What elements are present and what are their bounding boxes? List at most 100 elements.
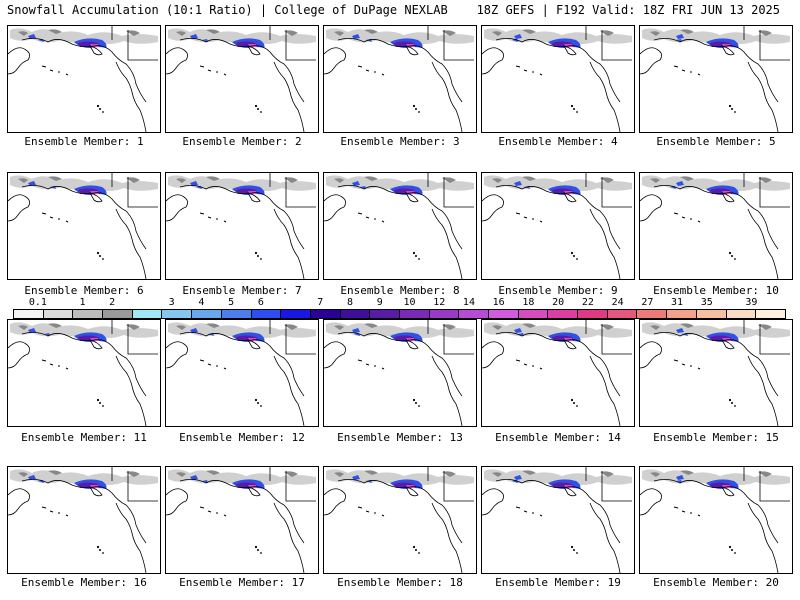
colorbar-tick-label: 27 (641, 297, 654, 308)
coastline (482, 320, 632, 426)
colorbar-tick-label: 16 (492, 297, 505, 308)
colorbar-tick-label: 7 (317, 297, 324, 308)
colorbar-swatch (281, 310, 311, 318)
panel-label: Ensemble Member: 19 (495, 576, 621, 589)
snow-field (642, 469, 790, 489)
colorbar-tick-label: 20 (552, 297, 565, 308)
coastline (166, 173, 316, 279)
colorbar-tick-label: 39 (745, 297, 758, 308)
coastline (324, 467, 474, 573)
colorbar-tick-label: 6 (257, 297, 264, 308)
panel-label: Ensemble Member: 15 (653, 431, 779, 444)
map-panel (481, 172, 635, 280)
chart-title-right: 18Z GEFS | F192 Valid: 18Z FRI JUN 13 20… (476, 3, 780, 17)
colorbar-swatch (370, 310, 400, 318)
colorbar-swatch (103, 310, 133, 318)
panel-label: Ensemble Member: 6 (24, 284, 144, 297)
map-panel (481, 319, 635, 427)
coastline (640, 173, 790, 279)
panel-label: Ensemble Member: 20 (653, 576, 779, 589)
colorbar-tick-label: 2 (109, 297, 116, 308)
panel-label: Ensemble Member: 1 (24, 135, 144, 148)
colorbar-swatch (43, 310, 74, 318)
colorbar-tick-label: 5 (228, 297, 235, 308)
map-panel (7, 466, 161, 574)
snow-field (326, 469, 474, 489)
coastline (324, 26, 474, 132)
colorbar-swatch (251, 310, 282, 318)
colorbar-swatch (429, 310, 460, 318)
colorbar-tick-label: 22 (581, 297, 594, 308)
colorbar-tick-label: 0.1 (28, 297, 47, 308)
map-panel (481, 466, 635, 574)
colorbar-tick-label: 35 (700, 297, 713, 308)
colorbar-swatch (221, 310, 252, 318)
coastline (166, 467, 316, 573)
panel-label: Ensemble Member: 14 (495, 431, 621, 444)
colorbar-tick-label: 1 (79, 297, 86, 308)
panel-label: Ensemble Member: 18 (337, 576, 463, 589)
map-panel (165, 466, 319, 574)
map-panel (165, 172, 319, 280)
map-panel (7, 172, 161, 280)
map-panel (165, 25, 319, 133)
colorbar-tick-label: 12 (433, 297, 446, 308)
colorbar-tick-label: 8 (347, 297, 354, 308)
colorbar-tick-label: 14 (462, 297, 475, 308)
coastline (324, 320, 474, 426)
panel-label: Ensemble Member: 8 (340, 284, 460, 297)
snow-field (168, 322, 316, 342)
colorbar-tick-label: 31 (671, 297, 684, 308)
colorbar-swatch (548, 310, 579, 318)
coastline (8, 320, 158, 426)
colorbar-swatch (578, 310, 608, 318)
panel-label: Ensemble Member: 7 (182, 284, 302, 297)
colorbar-tick-label: 4 (198, 297, 205, 308)
colorbar (13, 309, 786, 319)
colorbar-swatch (756, 310, 785, 318)
map-panel (323, 466, 477, 574)
coastline (640, 320, 790, 426)
panel-label: Ensemble Member: 12 (179, 431, 305, 444)
colorbar-tick-label: 24 (611, 297, 624, 308)
colorbar-swatch (726, 310, 757, 318)
colorbar-swatch (459, 310, 489, 318)
coastline (8, 467, 158, 573)
colorbar-swatch (607, 310, 638, 318)
coastline (166, 26, 316, 132)
coastline (324, 173, 474, 279)
colorbar-swatch (489, 310, 519, 318)
chart-title-left: Snowfall Accumulation (10:1 Ratio) | Col… (7, 3, 448, 17)
coastline (640, 26, 790, 132)
colorbar-swatch (162, 310, 193, 318)
colorbar-tick-label: 3 (168, 297, 175, 308)
colorbar-swatch (399, 310, 430, 318)
panel-label: Ensemble Member: 17 (179, 576, 305, 589)
coastline (482, 467, 632, 573)
colorbar-swatch (667, 310, 697, 318)
panel-label: Ensemble Member: 13 (337, 431, 463, 444)
colorbar-swatch (14, 310, 44, 318)
map-panel (7, 25, 161, 133)
colorbar-swatch (73, 310, 104, 318)
panel-label: Ensemble Member: 4 (498, 135, 618, 148)
coastline (166, 320, 316, 426)
coastline (8, 26, 158, 132)
map-panel (323, 25, 477, 133)
panel-label: Ensemble Member: 5 (656, 135, 776, 148)
colorbar-tick-label: 10 (403, 297, 416, 308)
colorbar-swatch (696, 310, 727, 318)
panel-label: Ensemble Member: 9 (498, 284, 618, 297)
colorbar-tick-label: 9 (376, 297, 383, 308)
map-panel (639, 466, 793, 574)
panel-label: Ensemble Member: 2 (182, 135, 302, 148)
map-panel (7, 319, 161, 427)
colorbar-swatch (637, 310, 668, 318)
map-panel (323, 172, 477, 280)
snow-field (10, 175, 158, 195)
coastline (482, 26, 632, 132)
colorbar-swatch (192, 310, 222, 318)
map-panel (639, 172, 793, 280)
coastline (640, 467, 790, 573)
panel-label: Ensemble Member: 11 (21, 431, 147, 444)
